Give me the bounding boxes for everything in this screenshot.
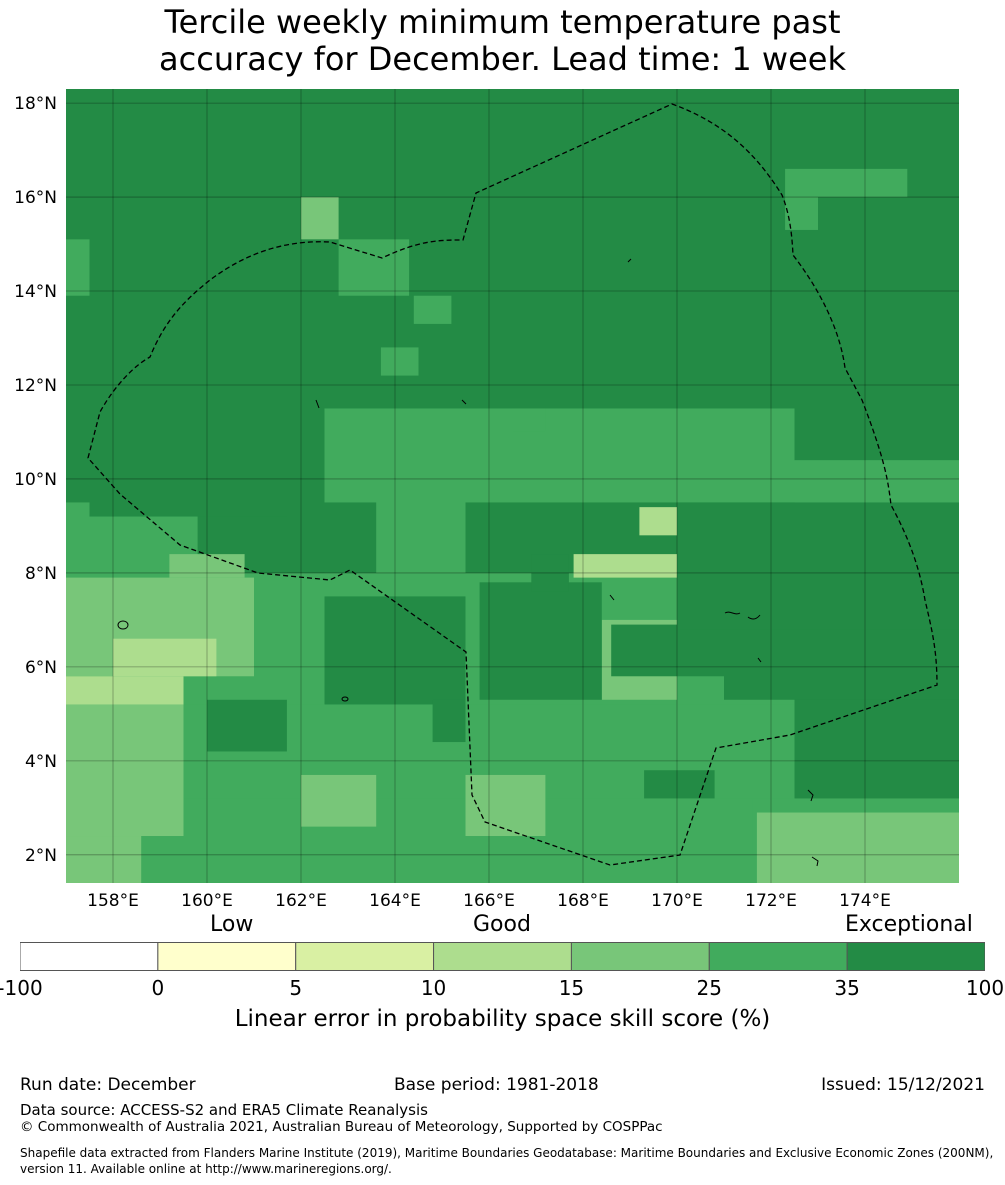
skill-cell-block-32: [677, 502, 959, 630]
skill-cell-block-11: [301, 774, 377, 827]
island-outline: [341, 696, 349, 702]
copyright: © Commonwealth of Australia 2021, Austra…: [20, 1119, 663, 1135]
shapefile-credit-2: version 11. Available online at http://w…: [20, 1162, 392, 1176]
skill-cell-block-36: [286, 502, 377, 573]
lat-tick-label: 4°N: [25, 752, 57, 772]
island-coastlines: [117, 258, 819, 867]
skill-cell-block-12: [465, 774, 546, 837]
latitude-axis: 18°N 16°N 14°N 12°N 10°N 8°N 6°N 4°N 2°N: [14, 94, 57, 866]
colorbar-segment: [20, 942, 159, 971]
skill-cell-block-35: [89, 478, 292, 517]
lat-tick-label: 18°N: [14, 94, 57, 114]
lon-tick-label: 168°E: [557, 891, 609, 911]
island-outline: [807, 789, 819, 867]
skill-cell-block-37: [432, 699, 466, 743]
colorbar-tick-label: 35: [834, 976, 860, 1000]
skill-map: 18°N 16°N 14°N 12°N 10°N 8°N 6°N 4°N 2°N 158°E 16…: [14, 89, 959, 911]
colorbar-category-exceptional: Exceptional: [845, 912, 973, 937]
lat-tick-label: 6°N: [25, 658, 57, 678]
lon-tick-label: 172°E: [745, 891, 797, 911]
skill-cell-block-25: [512, 408, 546, 432]
skill-cell-block-16: [639, 507, 677, 536]
island-outline: [724, 611, 761, 620]
map-title-line-1: Tercile weekly minimum temperature past: [164, 3, 841, 41]
skill-cell-block-14: [113, 638, 217, 677]
skill-cell-block-27: [324, 596, 466, 705]
colorbar-category-good: Good: [473, 912, 531, 937]
skill-cell-block-29: [611, 624, 724, 677]
colorbar-tick-label: 10: [420, 976, 447, 1000]
issued-date: Issued: 15/12/2021: [821, 1075, 985, 1095]
skill-cell-block-19: [66, 239, 90, 296]
run-date: Run date: December: [20, 1075, 196, 1095]
map-gridlines: [66, 89, 959, 883]
island-outline: [117, 620, 129, 630]
colorbar-tick-label: -100: [0, 976, 43, 1000]
colorbar-segment: [570, 942, 710, 971]
colorbar-tick-label: 0: [151, 976, 165, 1000]
lat-tick-label: 12°N: [14, 376, 57, 396]
lon-tick-label: 174°E: [839, 891, 891, 911]
lat-tick-label: 14°N: [14, 282, 57, 302]
skill-cell-block-8: [66, 704, 184, 837]
lat-tick-label: 8°N: [25, 564, 57, 584]
lat-tick-label: 2°N: [25, 846, 57, 866]
skill-cell-block-34: [644, 770, 715, 799]
colorbar-tick-label: 5: [289, 976, 303, 1000]
colorbar-segment: [157, 942, 297, 971]
skill-cell-block-28: [479, 582, 602, 700]
skill-cell-block-15: [66, 676, 184, 705]
longitude-axis: 158°E 160°E 162°E 164°E 166°E 168°E 170°E 172°E…: [87, 891, 891, 911]
island-outline: [315, 258, 762, 663]
colorbar-tick-label: 100: [965, 976, 1005, 1000]
skill-cell-block-10: [169, 554, 245, 578]
lon-tick-label: 162°E: [275, 891, 327, 911]
colorbar-tick-label: 25: [696, 976, 723, 1000]
skill-cell-block-38: [531, 554, 569, 592]
lat-tick-label: 16°N: [14, 188, 57, 208]
skill-cell-block-31: [794, 699, 959, 799]
data-source: Data source: ACCESS-S2 and ERA5 Climate …: [20, 1101, 428, 1119]
colorbar-segment: [295, 942, 435, 971]
skill-cell-block-21: [785, 168, 818, 230]
skill-cell-block-23: [380, 347, 419, 376]
skill-cell-block-18: [301, 197, 339, 240]
lat-tick-label: 10°N: [14, 470, 57, 490]
lon-tick-label: 158°E: [87, 891, 139, 911]
map-title-line-2: accuracy for December. Lead time: 1 week: [159, 40, 846, 78]
colorbar: [20, 942, 985, 971]
skill-cell-block-22: [818, 168, 908, 198]
skill-grid-cells: [66, 89, 959, 883]
colorbar-label: Linear error in probability space skill …: [234, 1006, 771, 1032]
colorbar-segment: [433, 942, 572, 971]
lon-tick-label: 164°E: [369, 891, 421, 911]
colorbar-category-low: Low: [210, 912, 254, 937]
shapefile-credit-1: Shapefile data extracted from Flanders M…: [20, 1146, 994, 1160]
skill-cell-block-33: [207, 699, 287, 752]
eez-boundary: [87, 103, 938, 866]
base-period: Base period: 1981-2018: [394, 1075, 599, 1095]
colorbar-segment: [846, 942, 985, 971]
colorbar-tick-label: 15: [558, 976, 585, 1000]
lon-tick-label: 170°E: [651, 891, 703, 911]
colorbar-segment: [708, 942, 848, 971]
skill-cell-block-13: [756, 812, 959, 883]
skill-cell-block-9: [66, 836, 142, 883]
lon-tick-label: 166°E: [463, 891, 515, 911]
skill-cell-block-24: [413, 295, 452, 324]
lon-tick-label: 160°E: [181, 891, 233, 911]
